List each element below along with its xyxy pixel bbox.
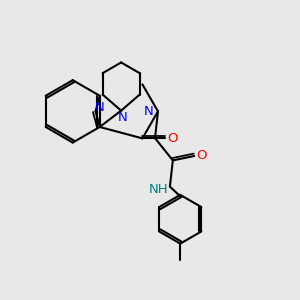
Text: N: N (118, 111, 128, 124)
Text: O: O (196, 149, 207, 162)
Text: NH: NH (149, 183, 168, 196)
Text: N: N (144, 105, 153, 118)
Text: O: O (167, 132, 177, 145)
Text: N: N (94, 101, 104, 114)
